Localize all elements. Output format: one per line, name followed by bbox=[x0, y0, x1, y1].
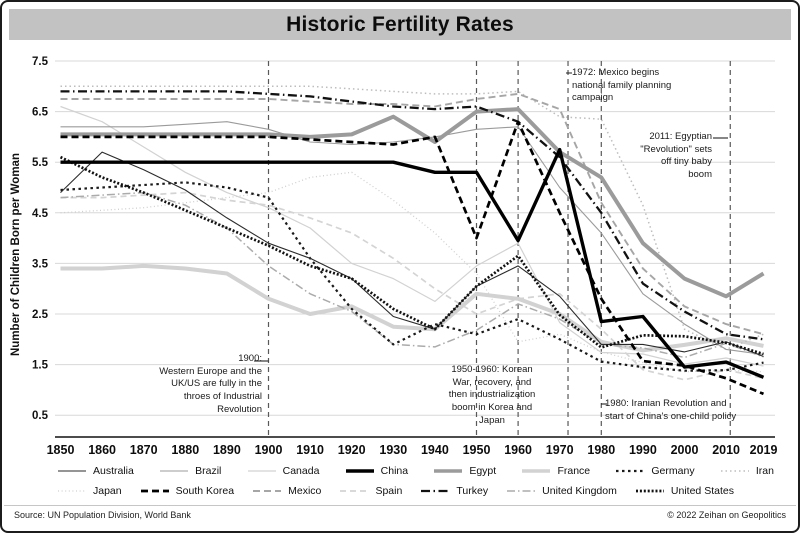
annotation-1950-1960: 1950-1960: Korean War, recovery, and the… bbox=[448, 364, 536, 426]
legend-swatch-brazil bbox=[160, 470, 189, 472]
y-tick-label-4.5: 4.5 bbox=[32, 208, 49, 220]
legend-row-1: Australia Brazil Canada China Egypt France Ger… bbox=[57, 465, 774, 477]
legend-label-turkey: Turkey bbox=[456, 485, 489, 497]
y-tick-label-7.5: 7.5 bbox=[32, 56, 49, 68]
footer: Source: UN Population Division, World Ba… bbox=[14, 510, 786, 520]
legend-swatch-spain bbox=[340, 490, 369, 492]
x-tick-label-1930: 1930 bbox=[379, 443, 407, 457]
footer-divider bbox=[4, 505, 796, 506]
x-tick-label-1870: 1870 bbox=[130, 443, 158, 457]
x-tick-label-1950: 1950 bbox=[463, 443, 491, 457]
x-tick-label-1970: 1970 bbox=[546, 443, 574, 457]
legend-label-south-korea: South Korea bbox=[175, 485, 235, 497]
series-line-united-states bbox=[59, 155, 764, 356]
x-tick-label-2000: 2000 bbox=[671, 443, 699, 457]
y-tick-label-6.5: 6.5 bbox=[32, 107, 49, 119]
x-tick-label-1940: 1940 bbox=[421, 443, 449, 457]
series-line-spain bbox=[60, 191, 764, 381]
legend-row-2: Japan South Korea Mexico Spain Turkey United … bbox=[57, 485, 734, 497]
legend-swatch-germany bbox=[616, 469, 645, 473]
x-tick-label-1850: 1850 bbox=[47, 443, 75, 457]
legend-label-united-states: United States bbox=[670, 485, 734, 497]
legend-label-mexico: Mexico bbox=[288, 485, 322, 497]
legend-label-spain: Spain bbox=[375, 485, 403, 497]
legend-item-germany: Germany bbox=[615, 465, 695, 477]
y-tick-label-5.5: 5.5 bbox=[32, 157, 49, 169]
legend-label-canada: Canada bbox=[282, 465, 320, 477]
x-tick-label-2010: 2010 bbox=[712, 443, 740, 457]
series-line-turkey bbox=[60, 90, 764, 341]
y-tick-label-1.5: 1.5 bbox=[32, 360, 49, 372]
legend-label-united-kingdom: United Kingdom bbox=[542, 485, 617, 497]
legend-swatch-canada bbox=[247, 470, 276, 472]
legend-label-germany: Germany bbox=[651, 465, 695, 477]
legend-item-iran: Iran bbox=[720, 465, 774, 477]
x-tick-label-1860: 1860 bbox=[88, 443, 116, 457]
legend-item-australia: Australia bbox=[57, 465, 134, 477]
series-line-australia bbox=[60, 151, 764, 358]
series-line-mexico bbox=[60, 92, 764, 336]
legend-item-turkey: Turkey bbox=[420, 485, 488, 497]
legend-item-united-states: United States bbox=[635, 485, 734, 497]
legend-swatch-turkey bbox=[421, 489, 450, 493]
x-tick-label-2019: 2019 bbox=[750, 443, 778, 457]
legend-swatch-south-korea bbox=[140, 489, 169, 493]
series-line-china bbox=[60, 147, 765, 379]
legend-item-japan: Japan bbox=[57, 485, 122, 497]
legend-swatch-united-states bbox=[635, 489, 664, 493]
series-line-iran bbox=[60, 85, 764, 351]
series-line-united-kingdom bbox=[60, 191, 764, 359]
legend-swatch-egypt bbox=[434, 469, 463, 473]
title-banner: Historic Fertility Rates bbox=[9, 9, 791, 40]
legend-item-united-kingdom: United Kingdom bbox=[506, 485, 617, 497]
y-tick-label-0.5: 0.5 bbox=[32, 410, 49, 422]
series-line-france bbox=[60, 263, 764, 353]
copyright-text: © 2022 Zeihan on Geopolitics bbox=[667, 510, 786, 520]
legend-label-iran: Iran bbox=[755, 465, 774, 477]
legend-item-spain: Spain bbox=[339, 485, 402, 497]
legend-item-china: China bbox=[345, 465, 408, 477]
x-tick-label-1990: 1990 bbox=[629, 443, 657, 457]
x-tick-label-1980: 1980 bbox=[587, 443, 615, 457]
x-tick-label-1960: 1960 bbox=[504, 443, 532, 457]
legend-label-brazil: Brazil bbox=[195, 465, 222, 477]
x-tick-label-1910: 1910 bbox=[296, 443, 324, 457]
x-tick-label-1880: 1880 bbox=[171, 443, 199, 457]
legend-swatch-france bbox=[522, 469, 551, 473]
legend-label-japan: Japan bbox=[93, 485, 122, 497]
legend-label-france: France bbox=[557, 465, 591, 477]
annotation-2011: 2011: Egyptian "Revolution" sets off tin… bbox=[640, 131, 712, 181]
series-line-japan bbox=[60, 171, 764, 373]
legend-swatch-united-kingdom bbox=[507, 490, 536, 492]
legend-item-egypt: Egypt bbox=[433, 465, 496, 477]
x-tick-label-1900: 1900 bbox=[255, 443, 283, 457]
annotation-1972: 1972: Mexico begins national family plan… bbox=[572, 67, 672, 104]
x-tick-label-1890: 1890 bbox=[213, 443, 241, 457]
x-tick-label-1920: 1920 bbox=[338, 443, 366, 457]
y-tick-label-3.5: 3.5 bbox=[32, 258, 49, 270]
annotation-1980: 1980: Iranian Revolution and start of Ch… bbox=[605, 398, 737, 422]
y-axis-title: Number of Children Born per Woman bbox=[10, 153, 22, 357]
legend-swatch-australia bbox=[58, 470, 86, 472]
legend-swatch-china bbox=[345, 469, 374, 473]
series-line-germany bbox=[60, 181, 764, 372]
y-tick-label-2.5: 2.5 bbox=[32, 309, 49, 321]
legend-label-australia: Australia bbox=[93, 465, 134, 477]
legend-item-south-korea: South Korea bbox=[140, 485, 234, 497]
legend-swatch-mexico bbox=[253, 490, 282, 492]
legend-item-mexico: Mexico bbox=[252, 485, 321, 497]
legend-item-france: France bbox=[521, 465, 590, 477]
legend-swatch-iran bbox=[720, 470, 749, 472]
legend-label-egypt: Egypt bbox=[469, 465, 497, 477]
legend-label-china: China bbox=[380, 465, 409, 477]
legend-swatch-japan bbox=[58, 490, 86, 492]
source-text: Source: UN Population Division, World Ba… bbox=[14, 510, 191, 520]
legend-item-brazil: Brazil bbox=[159, 465, 221, 477]
legend-item-canada: Canada bbox=[247, 465, 320, 477]
page-title: Historic Fertility Rates bbox=[286, 12, 514, 36]
annotation-1900: 1900: Western Europe and the UK/US are f… bbox=[159, 353, 262, 415]
